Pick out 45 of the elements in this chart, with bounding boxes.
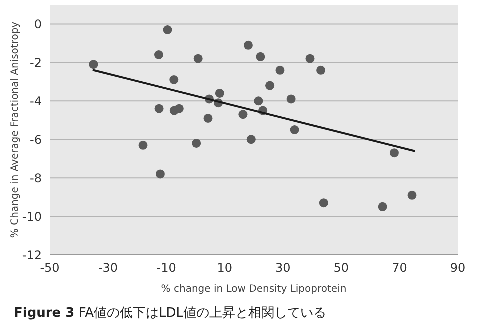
y-tick-label: -2 <box>30 56 42 70</box>
point <box>204 114 213 123</box>
y-tick-label: -8 <box>30 172 42 186</box>
y-axis-title: % Change in Average Fractional Anisotropy <box>10 22 21 238</box>
text: Figure 3 FA値の低下はLDL値の上昇と相関している <box>14 306 327 321</box>
y-tick-label: -4 <box>30 94 42 109</box>
point <box>319 198 328 208</box>
x-tick-label: -50 <box>40 261 60 275</box>
x-tick-label: 30 <box>276 261 291 275</box>
y-tick-label: -6 <box>30 133 42 148</box>
point <box>378 202 388 212</box>
y-tick-label: -10 <box>22 210 42 224</box>
point <box>163 26 172 34</box>
point <box>244 40 253 50</box>
point <box>194 54 203 64</box>
point <box>286 94 296 104</box>
point <box>306 54 315 64</box>
point <box>89 60 98 70</box>
x-tick-label: -30 <box>98 261 118 275</box>
point <box>156 170 165 179</box>
x-tick-label: 50 <box>334 261 350 275</box>
y-tick-label: -12 <box>22 248 42 262</box>
x-tick-label: 90 <box>450 261 466 275</box>
point <box>254 96 264 106</box>
point <box>276 66 285 75</box>
point <box>256 52 266 62</box>
x-tick-label: 70 <box>392 261 408 275</box>
point <box>290 126 300 134</box>
point <box>154 50 164 60</box>
point <box>138 140 148 150</box>
x-axis-title: % change in Low Density Lipoprotein <box>161 284 347 295</box>
point <box>316 66 326 75</box>
point <box>170 76 179 84</box>
point <box>215 88 224 98</box>
x-tick-label: 10 <box>217 261 232 275</box>
point <box>174 104 184 114</box>
point <box>154 104 164 114</box>
point <box>266 81 275 90</box>
point <box>192 138 202 148</box>
point <box>390 148 399 158</box>
point <box>246 135 256 144</box>
x-tick-label: -10 <box>156 261 176 275</box>
y-tick-label: 0 <box>34 18 42 32</box>
point <box>408 190 417 200</box>
point <box>238 110 248 120</box>
